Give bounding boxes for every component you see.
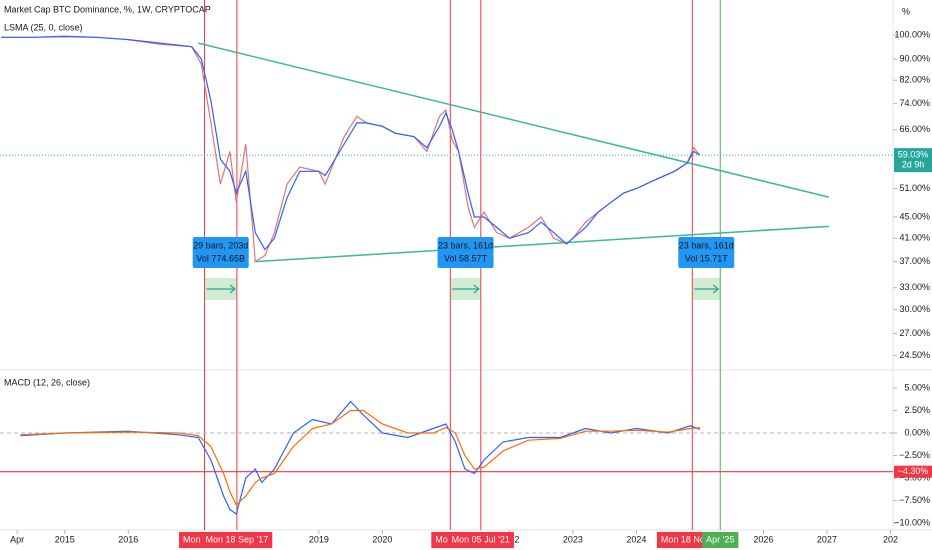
measure-box — [678, 237, 735, 268]
y-tick-label: 27.00% — [899, 328, 930, 338]
measure-arrowhead — [712, 284, 720, 294]
date-tag-label: Mon 18 Sep '17 — [206, 534, 269, 544]
measure-arrowhead — [473, 284, 480, 294]
x-tick-label: 2023 — [563, 534, 583, 544]
trendline — [197, 42, 830, 198]
measure-label: 23 bars, 161d — [679, 240, 734, 250]
y-tick-label: 24.50% — [899, 350, 930, 360]
x-tick-label: 2026 — [753, 534, 773, 544]
y-tick-label: 0.00% — [904, 427, 930, 437]
price-tag-label: −4.30% — [898, 466, 929, 476]
price-tag — [894, 465, 932, 478]
x-tick-label: 2016 — [118, 534, 138, 544]
y-tick-label: 90.00% — [899, 53, 930, 63]
date-tag-label: Apr '25 — [706, 534, 734, 544]
measure-label: Vol 774.65B — [196, 253, 245, 263]
y-tick-label: −7.50% — [899, 495, 930, 505]
y-tick-label: 5.00% — [904, 382, 930, 392]
date-tag-label: Mon 18 Nov '24 — [661, 534, 724, 544]
date-tag — [702, 532, 739, 548]
series-line — [20, 409, 700, 507]
price-tag — [894, 148, 932, 173]
y-tick-label: 2.50% — [904, 405, 930, 415]
y-tick-label: 45.00% — [899, 211, 930, 221]
measure-box — [192, 237, 249, 268]
x-tick-label: Apr — [10, 534, 24, 544]
x-tick-label: 2027 — [817, 534, 837, 544]
indicator-title: MACD (12, 26, close) — [4, 377, 90, 387]
y-tick-label: 41.00% — [899, 233, 930, 243]
countdown-label: 2d 9h — [902, 160, 925, 170]
y-tick-label: 66.00% — [899, 124, 930, 134]
y-tick-label: −2.50% — [899, 450, 930, 460]
y-tick-label: 100.00% — [894, 29, 930, 39]
measure-label: 29 bars, 203d — [193, 240, 248, 250]
y-tick-label: −10.00% — [894, 517, 930, 527]
measure-label: 23 bars, 161d — [438, 240, 493, 250]
legend-entry: LSMA (25, 0, close) — [4, 22, 83, 32]
measure-box — [437, 237, 494, 268]
measure-label: Vol 15.71T — [685, 253, 729, 263]
series-line — [20, 400, 701, 515]
y-tick-label: 33.00% — [899, 282, 930, 292]
x-tick-label: 2020 — [372, 534, 392, 544]
y-tick-label: 74.00% — [899, 98, 930, 108]
date-tag-label: Mon 05 Jul '21 — [452, 534, 510, 544]
y-tick-label: 82.00% — [899, 75, 930, 85]
y-tick-label: 30.00% — [899, 304, 930, 314]
measure-arrowhead — [229, 284, 236, 294]
y-tick-label: 37.00% — [899, 256, 930, 266]
series-line — [1, 35, 701, 251]
x-tick-label: 2024 — [626, 534, 646, 544]
price-tag-label: 59.03% — [898, 150, 929, 160]
x-tick-label: 202 — [883, 534, 898, 544]
x-tick-label: 2019 — [309, 534, 329, 544]
trendline — [255, 225, 829, 263]
y-tick-label: 51.00% — [899, 183, 930, 193]
date-tag — [201, 532, 273, 548]
unit-label: % — [902, 6, 910, 16]
measure-label: Vol 58.57T — [444, 253, 488, 263]
x-tick-label: 2015 — [55, 534, 75, 544]
chart-title: Market Cap BTC Dominance, %, 1W, CRYPTOC… — [4, 4, 211, 14]
date-tag — [447, 532, 514, 548]
